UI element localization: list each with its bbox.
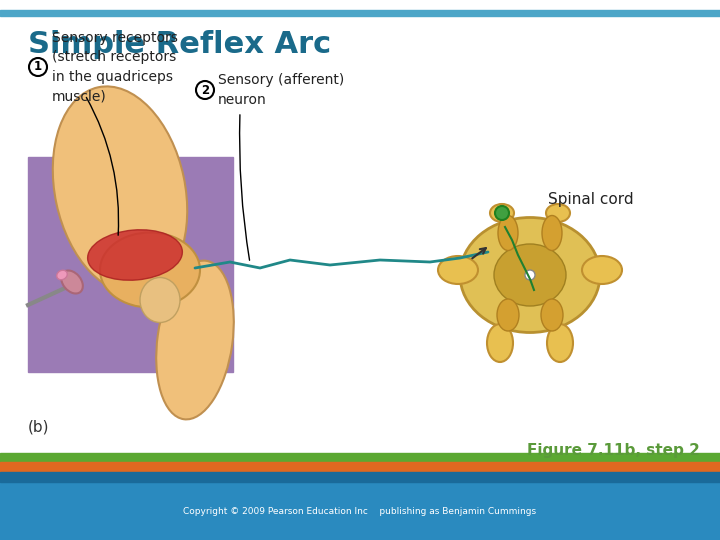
Text: 1: 1	[34, 60, 42, 73]
Circle shape	[495, 206, 509, 220]
Ellipse shape	[497, 299, 519, 331]
Text: Figure 7.11b, step 2: Figure 7.11b, step 2	[527, 443, 700, 458]
Text: (b): (b)	[28, 420, 50, 435]
Text: Sensory (afferent)
neuron: Sensory (afferent) neuron	[218, 73, 344, 107]
Circle shape	[29, 58, 47, 76]
Ellipse shape	[546, 204, 570, 222]
Ellipse shape	[460, 218, 600, 333]
Bar	[0, 462, 720, 472]
Ellipse shape	[57, 270, 67, 280]
Ellipse shape	[487, 324, 513, 362]
Bar	[0, 10, 720, 16]
Ellipse shape	[490, 204, 514, 222]
Ellipse shape	[547, 324, 573, 362]
Text: 2: 2	[201, 84, 209, 97]
Ellipse shape	[542, 215, 562, 251]
Ellipse shape	[53, 86, 187, 294]
Ellipse shape	[100, 233, 200, 307]
Bar	[0, 453, 720, 462]
Bar	[0, 472, 720, 482]
Ellipse shape	[494, 244, 566, 306]
Ellipse shape	[582, 256, 622, 284]
Bar	[0, 482, 720, 540]
Bar	[28, 157, 233, 372]
Ellipse shape	[498, 215, 518, 251]
Ellipse shape	[140, 278, 180, 322]
Ellipse shape	[61, 271, 83, 294]
Ellipse shape	[88, 230, 182, 280]
Text: Simple Reflex Arc: Simple Reflex Arc	[28, 30, 331, 59]
Ellipse shape	[156, 261, 234, 420]
Text: Sensory receptors
(stretch receptors
in the quadriceps
muscle): Sensory receptors (stretch receptors in …	[52, 31, 178, 103]
Text: Copyright © 2009 Pearson Education Inc    publishing as Benjamin Cummings: Copyright © 2009 Pearson Education Inc p…	[184, 508, 536, 516]
Ellipse shape	[541, 299, 563, 331]
Circle shape	[196, 81, 214, 99]
Text: Spinal cord: Spinal cord	[548, 192, 634, 207]
Ellipse shape	[438, 256, 478, 284]
Circle shape	[525, 270, 535, 280]
